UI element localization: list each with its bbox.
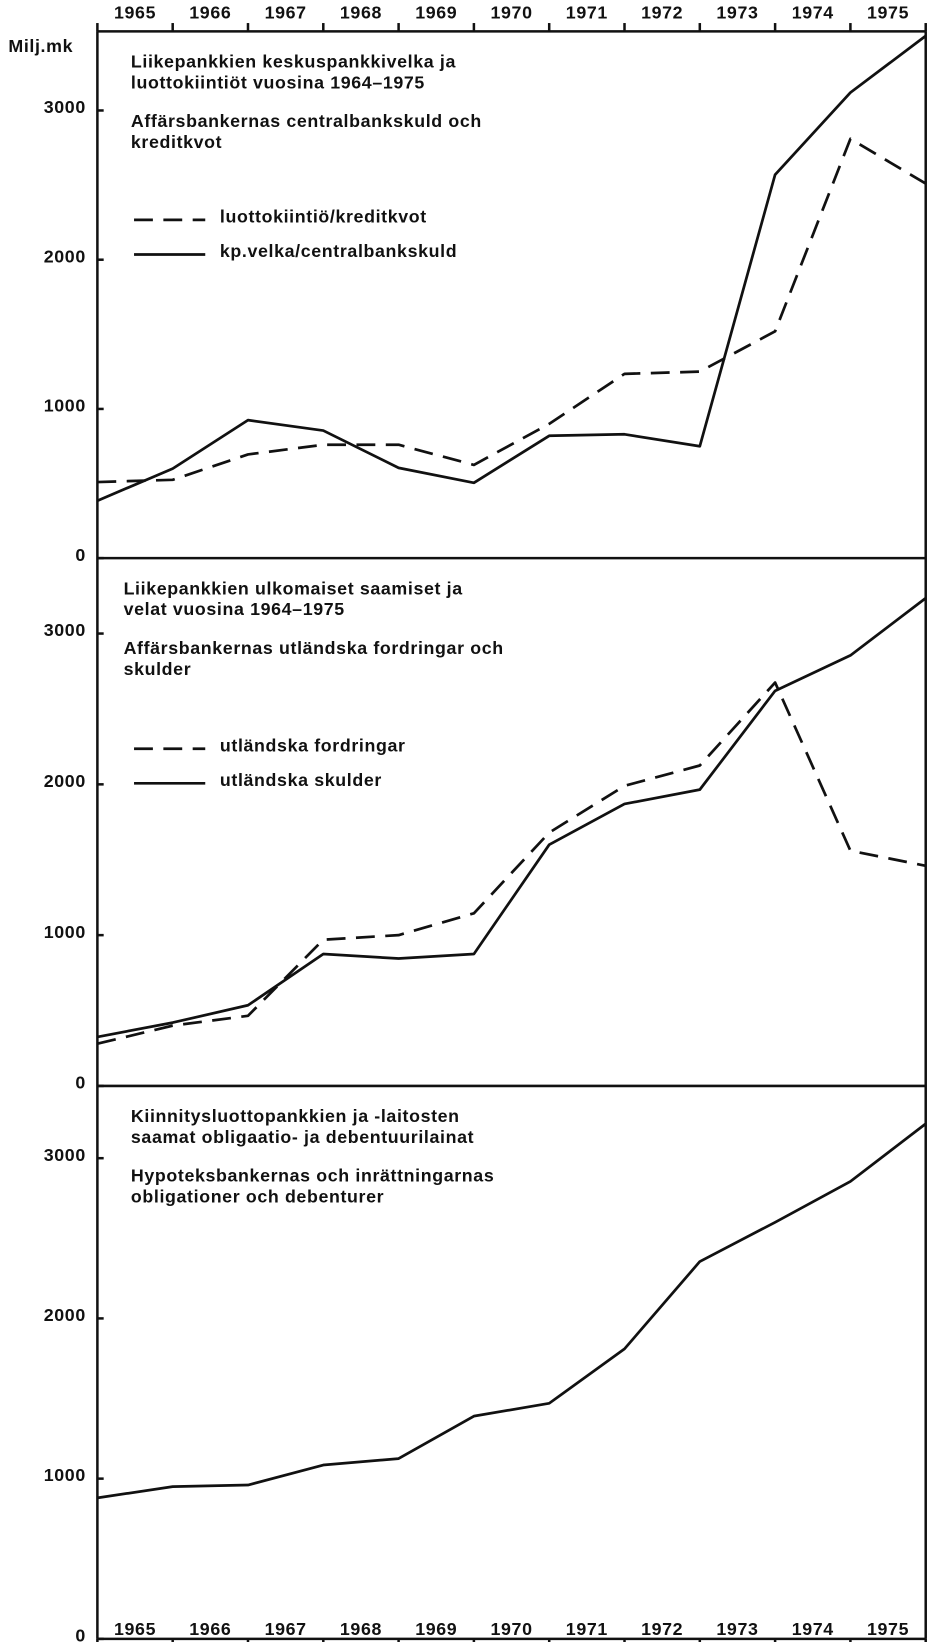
y-tick-label: 1000 — [44, 396, 86, 416]
panel-title: saamat obligaatio- ja debentuurilainat — [131, 1127, 474, 1147]
legend-label: luottokiintiö/kreditkvot — [220, 207, 427, 227]
panel-title: luottokiintiöt vuosina 1964–1975 — [131, 72, 425, 92]
legend-label: utländska fordringar — [220, 735, 406, 755]
y-tick-label: 2000 — [44, 1305, 86, 1325]
x-tick-label-top: 1968 — [340, 2, 382, 22]
x-tick-label-bottom: 1975 — [867, 1619, 909, 1639]
legend-label: utländska skulder — [220, 770, 382, 790]
panel-subtitle: skulder — [124, 659, 192, 679]
x-tick-label-top: 1966 — [189, 2, 231, 22]
x-tick-label-bottom: 1969 — [415, 1619, 457, 1639]
data-line — [97, 597, 927, 1039]
panel-subtitle: Affärsbankernas utländska fordringar och — [124, 638, 504, 658]
panel-subtitle: Hypoteksbankernas och inrättningarnas — [131, 1166, 494, 1186]
x-tick-label-top: 1974 — [792, 2, 834, 22]
x-tick-label-bottom: 1974 — [792, 1619, 834, 1639]
x-tick-label-bottom: 1968 — [340, 1619, 382, 1639]
x-tick-label-top: 1967 — [265, 2, 307, 22]
y-tick-label: 0 — [75, 1073, 86, 1093]
x-tick-label-top: 1973 — [716, 2, 758, 22]
x-tick-label-top: 1975 — [867, 2, 909, 22]
x-tick-label-bottom: 1966 — [189, 1619, 231, 1639]
x-tick-label-top: 1969 — [415, 2, 457, 22]
panel-subtitle: obligationer och debenturer — [131, 1187, 384, 1207]
panel-title: Liikepankkien keskuspankkivelka ja — [131, 52, 457, 72]
panel-title: velat vuosina 1964–1975 — [124, 599, 345, 619]
y-tick-label: 0 — [75, 1625, 86, 1642]
y-tick-label: 2000 — [44, 246, 86, 266]
y-tick-label: 3000 — [44, 1145, 86, 1165]
y-tick-label: 1000 — [44, 922, 86, 942]
y-tick-label: 3000 — [44, 620, 86, 640]
x-tick-label-bottom: 1965 — [114, 1619, 156, 1639]
panel-title: Kiinnitysluottopankkien ja -laitosten — [131, 1106, 460, 1126]
data-line — [97, 1122, 927, 1500]
x-tick-label-bottom: 1973 — [716, 1619, 758, 1639]
legend-label: kp.velka/centralbankskuld — [220, 241, 457, 261]
x-tick-label-top: 1970 — [490, 2, 532, 22]
y-tick-label: 1000 — [44, 1465, 86, 1485]
x-tick-label-bottom: 1972 — [641, 1619, 683, 1639]
data-line — [96, 34, 927, 502]
y-tick-label: 2000 — [44, 771, 86, 791]
panel-subtitle: kreditkvot — [131, 132, 222, 152]
panel-title: Liikepankkien ulkomaiset saamiset ja — [124, 578, 464, 598]
x-tick-label-top: 1965 — [114, 2, 156, 22]
x-tick-label-bottom: 1971 — [566, 1619, 608, 1639]
x-tick-label-top: 1971 — [566, 2, 608, 22]
y-tick-label: 0 — [75, 545, 86, 565]
data-line — [97, 137, 927, 484]
x-tick-label-bottom: 1967 — [265, 1619, 307, 1639]
panel-subtitle: Affärsbankernas centralbankskuld och — [131, 111, 482, 131]
data-line — [97, 681, 926, 1046]
y-tick-label: 3000 — [44, 97, 86, 117]
x-tick-label-top: 1972 — [641, 2, 683, 22]
y-axis-label: Milj.mk — [8, 36, 73, 56]
x-tick-label-bottom: 1970 — [490, 1619, 532, 1639]
